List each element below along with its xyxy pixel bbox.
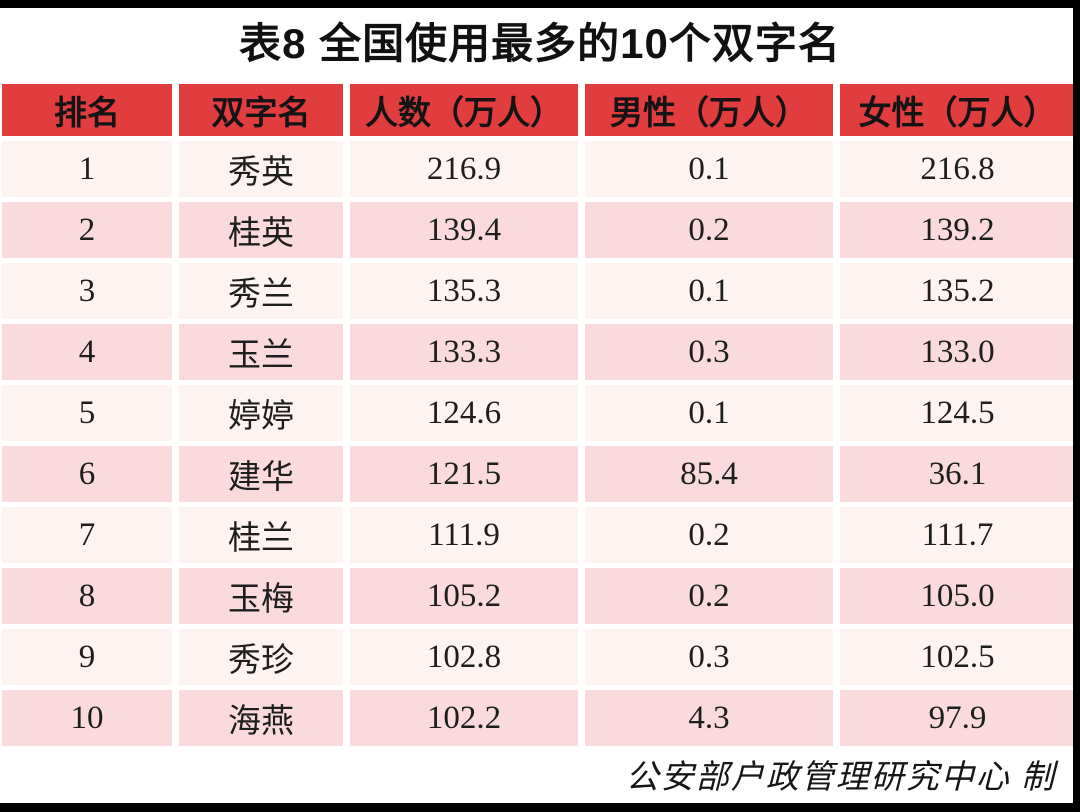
- name-cell: 玉兰: [179, 324, 343, 380]
- female-cell: 36.1: [840, 446, 1075, 502]
- female-cell: 97.9: [840, 690, 1075, 746]
- total-cell: 102.2: [350, 690, 578, 746]
- table-title: 表8 全国使用最多的10个双字名: [239, 20, 841, 67]
- table-body: 1 秀英 216.9 0.1 216.8 2 桂英 139.4 0.2 139.2 3 秀兰 135.3…: [2, 141, 1075, 746]
- female-cell: 102.5: [840, 629, 1075, 685]
- total-cell: 102.8: [350, 629, 578, 685]
- name-cell: 建华: [179, 446, 343, 502]
- rank-cell: 10: [2, 690, 172, 746]
- double-name-table: 排名 双字名 人数（万人） 男性（万人） 女性（万人） 1 秀英 216.9 0.1 2…: [0, 79, 1080, 751]
- rank-cell: 7: [2, 507, 172, 563]
- total-cell: 121.5: [350, 446, 578, 502]
- column-header-female: 女性（万人）: [840, 84, 1075, 136]
- male-cell: 0.3: [585, 324, 833, 380]
- male-cell: 0.1: [585, 141, 833, 197]
- total-cell: 216.9: [350, 141, 578, 197]
- right-frame-bar: [1073, 0, 1080, 812]
- top-frame-bar: [0, 0, 1080, 8]
- column-header-name: 双字名: [179, 84, 343, 136]
- table-row: 1 秀英 216.9 0.1 216.8: [2, 141, 1075, 197]
- female-cell: 139.2: [840, 202, 1075, 258]
- name-cell: 秀兰: [179, 263, 343, 319]
- name-cell: 海燕: [179, 690, 343, 746]
- name-cell: 秀珍: [179, 629, 343, 685]
- rank-cell: 3: [2, 263, 172, 319]
- table-row: 10 海燕 102.2 4.3 97.9: [2, 690, 1075, 746]
- total-cell: 111.9: [350, 507, 578, 563]
- bottom-frame-bar: [0, 803, 1080, 812]
- table-row: 3 秀兰 135.3 0.1 135.2: [2, 263, 1075, 319]
- names-table-container: 排名 双字名 人数（万人） 男性（万人） 女性（万人） 1 秀英 216.9 0.1 2…: [0, 79, 1080, 751]
- table-header-row: 排名 双字名 人数（万人） 男性（万人） 女性（万人）: [2, 84, 1075, 136]
- female-cell: 133.0: [840, 324, 1075, 380]
- male-cell: 0.1: [585, 263, 833, 319]
- table-row: 8 玉梅 105.2 0.2 105.0: [2, 568, 1075, 624]
- rank-cell: 6: [2, 446, 172, 502]
- column-header-male: 男性（万人）: [585, 84, 833, 136]
- name-cell: 玉梅: [179, 568, 343, 624]
- rank-cell: 1: [2, 141, 172, 197]
- total-cell: 139.4: [350, 202, 578, 258]
- male-cell: 0.1: [585, 385, 833, 441]
- column-header-rank: 排名: [2, 84, 172, 136]
- table-row: 4 玉兰 133.3 0.3 133.0: [2, 324, 1075, 380]
- male-cell: 4.3: [585, 690, 833, 746]
- female-cell: 124.5: [840, 385, 1075, 441]
- total-cell: 105.2: [350, 568, 578, 624]
- rank-cell: 5: [2, 385, 172, 441]
- female-cell: 105.0: [840, 568, 1075, 624]
- name-cell: 桂英: [179, 202, 343, 258]
- male-cell: 85.4: [585, 446, 833, 502]
- column-header-total: 人数（万人）: [350, 84, 578, 136]
- total-cell: 135.3: [350, 263, 578, 319]
- table-row: 7 桂兰 111.9 0.2 111.7: [2, 507, 1075, 563]
- name-cell: 秀英: [179, 141, 343, 197]
- female-cell: 216.8: [840, 141, 1075, 197]
- female-cell: 111.7: [840, 507, 1075, 563]
- male-cell: 0.2: [585, 202, 833, 258]
- male-cell: 0.2: [585, 507, 833, 563]
- male-cell: 0.3: [585, 629, 833, 685]
- rank-cell: 2: [2, 202, 172, 258]
- male-cell: 0.2: [585, 568, 833, 624]
- table-row: 5 婷婷 124.6 0.1 124.5: [2, 385, 1075, 441]
- total-cell: 124.6: [350, 385, 578, 441]
- total-cell: 133.3: [350, 324, 578, 380]
- name-cell: 婷婷: [179, 385, 343, 441]
- female-cell: 135.2: [840, 263, 1075, 319]
- table-row: 9 秀珍 102.8 0.3 102.5: [2, 629, 1075, 685]
- rank-cell: 9: [2, 629, 172, 685]
- table-row: 6 建华 121.5 85.4 36.1: [2, 446, 1075, 502]
- name-cell: 桂兰: [179, 507, 343, 563]
- rank-cell: 4: [2, 324, 172, 380]
- rank-cell: 8: [2, 568, 172, 624]
- table-row: 2 桂英 139.4 0.2 139.2: [2, 202, 1075, 258]
- source-credit: 公安部户政管理研究中心 制: [625, 760, 1056, 796]
